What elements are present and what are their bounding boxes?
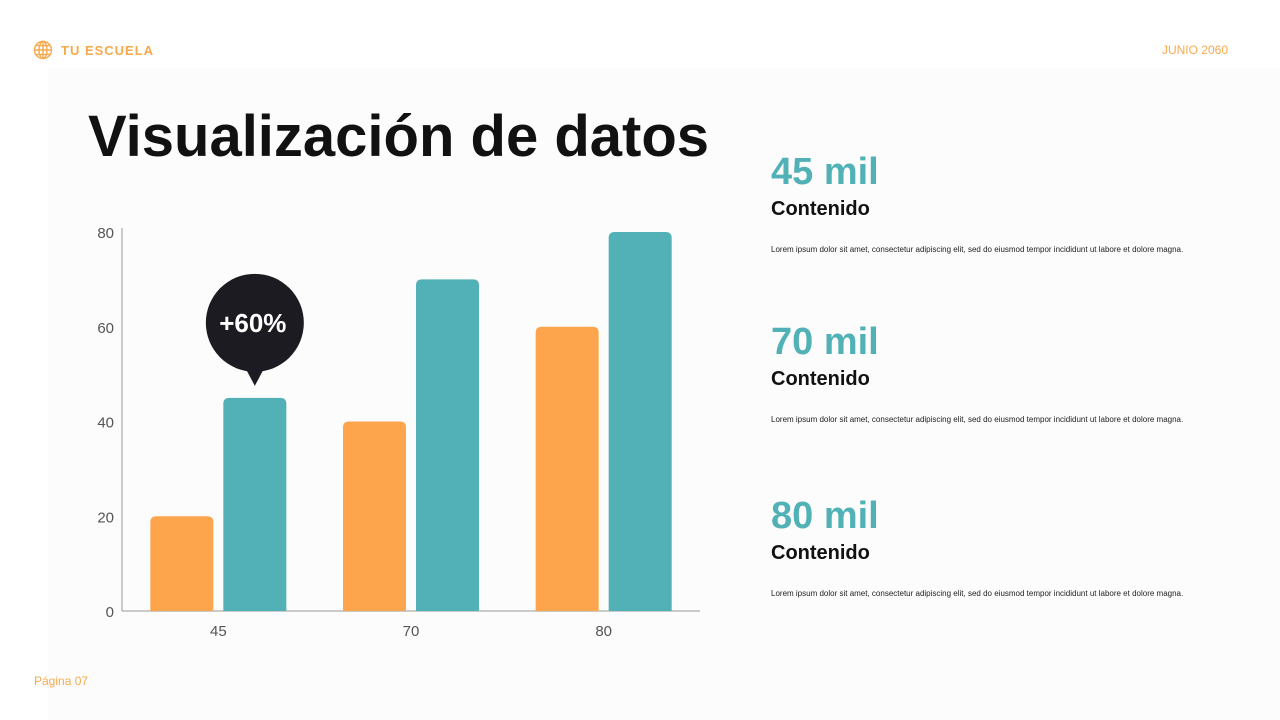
annotation-label: +60%	[219, 308, 286, 338]
stat-value: 45 mil	[771, 151, 879, 193]
stat-text: Lorem ipsum dolor sit amet, consectetur …	[771, 589, 1184, 598]
y-tick-label: 80	[97, 225, 114, 242]
y-tick-label: 60	[97, 320, 114, 337]
brand: TU ESCUELA	[33, 40, 154, 60]
x-tick-label: 45	[210, 623, 227, 640]
stat-title: Contenido	[771, 542, 870, 564]
page-title: Visualización de datos	[88, 104, 710, 169]
stat-block: 70 mil Contenido Lorem ipsum dolor sit a…	[771, 322, 1211, 424]
x-tick-label: 70	[403, 623, 420, 640]
bar-orange	[535, 326, 599, 611]
stat-title: Contenido	[771, 368, 870, 390]
date: JUNIO 2060	[1161, 43, 1228, 57]
y-tick-label: 20	[97, 509, 114, 526]
stat-block: 80 mil Contenido Lorem ipsum dolor sit a…	[771, 496, 1211, 598]
stat-text: Lorem ipsum dolor sit amet, consectetur …	[771, 415, 1184, 424]
bar-teal	[608, 232, 672, 611]
bar-orange	[343, 421, 406, 611]
annotation-pointer	[245, 368, 264, 386]
globe-icon	[33, 40, 53, 60]
y-tick-label: 40	[97, 415, 114, 432]
bar-teal	[416, 279, 479, 611]
annotation-bubble	[205, 273, 304, 372]
bar-orange	[150, 516, 214, 611]
stat-value: 80 mil	[771, 495, 879, 537]
bar-teal	[223, 397, 287, 611]
stat-block: 45 mil Contenido Lorem ipsum dolor sit a…	[771, 152, 1211, 254]
stat-title: Contenido	[771, 198, 870, 220]
brand-name: TU ESCUELA	[61, 42, 155, 58]
y-tick-label: 0	[106, 604, 114, 621]
stat-value: 70 mil	[771, 321, 879, 363]
stat-text: Lorem ipsum dolor sit amet, consectetur …	[771, 245, 1184, 254]
page-number: Página 07	[34, 674, 89, 688]
x-tick-label: 80	[595, 623, 612, 640]
